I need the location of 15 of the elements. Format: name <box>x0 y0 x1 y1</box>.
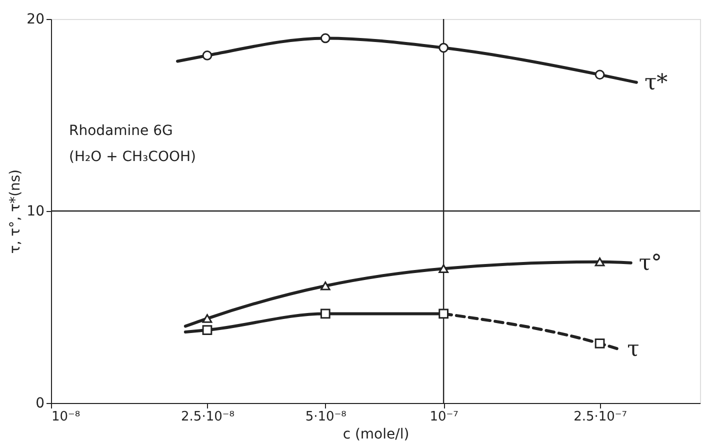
series-label: τ <box>627 337 640 362</box>
x-tick-label: 2.5·10⁻⁷ <box>574 410 627 424</box>
y-tick-label: 20 <box>26 12 44 28</box>
y-tick-label: 0 <box>36 396 44 412</box>
series-label: τ* <box>644 70 668 96</box>
x-tick-label: 2.5·10⁻⁸ <box>181 410 234 424</box>
annotation: (H₂O + CH₃COOH) <box>69 149 196 165</box>
annotation: Rhodamine 6G <box>69 123 173 139</box>
x-tick-label: 10⁻⁷ <box>430 410 458 424</box>
x-tick-label: 10⁻⁸ <box>52 410 80 424</box>
y-tick-label: 10 <box>26 204 44 220</box>
x-tick-label: 5·10⁻⁸ <box>305 410 346 424</box>
y-axis-title: τ, τ°, τ*(ns) <box>8 169 24 254</box>
x-axis-title: c (mole/l) <box>342 426 410 442</box>
series-label: τ° <box>638 250 662 276</box>
